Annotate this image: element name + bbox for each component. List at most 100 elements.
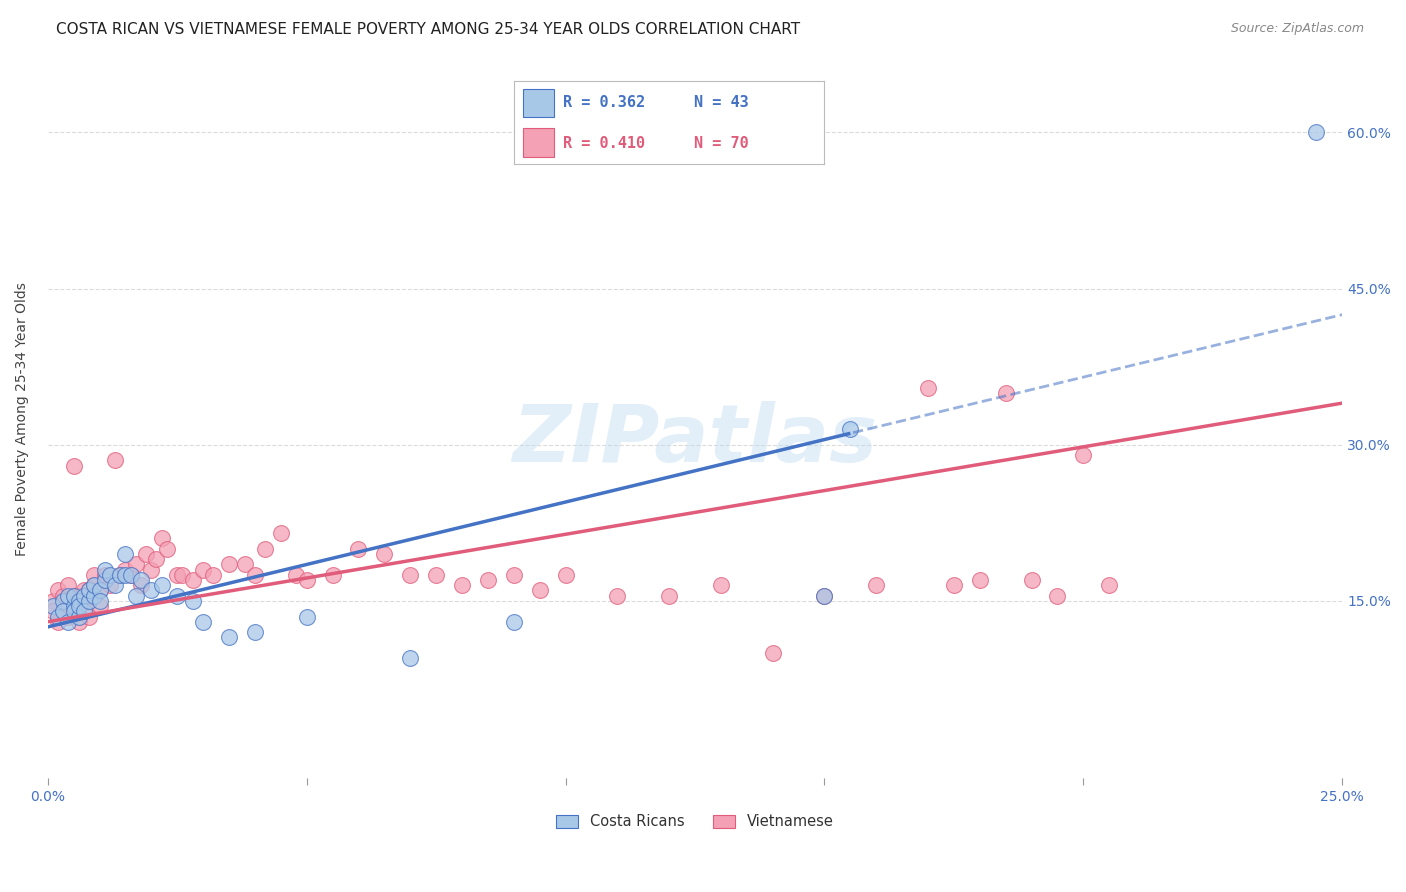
Point	[89, 583, 111, 598]
Point	[77, 583, 100, 598]
Point	[73, 594, 96, 608]
Point	[399, 567, 422, 582]
Point	[606, 589, 628, 603]
Point	[1046, 589, 1069, 603]
Point	[104, 453, 127, 467]
Point	[243, 567, 266, 582]
Legend: Costa Ricans, Vietnamese: Costa Ricans, Vietnamese	[550, 808, 839, 835]
Point	[67, 589, 90, 603]
Point	[125, 558, 148, 572]
Point	[93, 567, 115, 582]
Point	[917, 380, 939, 394]
Point	[942, 578, 965, 592]
Point	[166, 567, 188, 582]
Point	[243, 625, 266, 640]
Point	[865, 578, 887, 592]
Text: Source: ZipAtlas.com: Source: ZipAtlas.com	[1230, 22, 1364, 36]
Point	[89, 594, 111, 608]
Point	[114, 567, 136, 582]
Point	[77, 594, 100, 608]
Point	[114, 547, 136, 561]
Point	[218, 558, 240, 572]
Point	[150, 532, 173, 546]
Point	[191, 615, 214, 629]
Point	[62, 604, 84, 618]
Point	[42, 594, 65, 608]
Point	[83, 578, 105, 592]
Point	[104, 578, 127, 592]
Point	[839, 422, 862, 436]
Point	[233, 558, 256, 572]
Point	[1305, 126, 1327, 140]
Text: COSTA RICAN VS VIETNAMESE FEMALE POVERTY AMONG 25-34 YEAR OLDS CORRELATION CHART: COSTA RICAN VS VIETNAMESE FEMALE POVERTY…	[56, 22, 800, 37]
Point	[62, 599, 84, 614]
Point	[658, 589, 681, 603]
Point	[52, 589, 75, 603]
Point	[502, 567, 524, 582]
Point	[202, 567, 225, 582]
Point	[98, 578, 121, 592]
Point	[762, 646, 785, 660]
Point	[120, 567, 142, 582]
Point	[191, 563, 214, 577]
Point	[89, 599, 111, 614]
Point	[98, 567, 121, 582]
Point	[46, 615, 69, 629]
Point	[295, 573, 318, 587]
Point	[67, 615, 90, 629]
Point	[67, 594, 90, 608]
Point	[813, 589, 835, 603]
Point	[502, 615, 524, 629]
Point	[813, 589, 835, 603]
Point	[1073, 448, 1095, 462]
Point	[77, 609, 100, 624]
Point	[270, 526, 292, 541]
Point	[58, 609, 80, 624]
Point	[129, 573, 152, 587]
Point	[994, 385, 1017, 400]
Point	[62, 458, 84, 473]
Point	[42, 604, 65, 618]
Point	[156, 541, 179, 556]
Point	[172, 567, 194, 582]
Point	[1021, 573, 1043, 587]
Point	[93, 563, 115, 577]
Point	[373, 547, 395, 561]
Point	[969, 573, 991, 587]
Point	[52, 594, 75, 608]
Point	[166, 589, 188, 603]
Point	[135, 547, 157, 561]
Point	[285, 567, 308, 582]
Point	[73, 589, 96, 603]
Text: ZIPatlas: ZIPatlas	[513, 401, 877, 479]
Point	[141, 583, 163, 598]
Point	[145, 552, 167, 566]
Point	[125, 589, 148, 603]
Point	[93, 573, 115, 587]
Point	[52, 604, 75, 618]
Point	[62, 589, 84, 603]
Point	[554, 567, 576, 582]
Point	[62, 599, 84, 614]
Point	[73, 604, 96, 618]
Point	[425, 567, 447, 582]
Point	[477, 573, 499, 587]
Point	[110, 567, 132, 582]
Point	[141, 563, 163, 577]
Point	[1098, 578, 1121, 592]
Point	[120, 567, 142, 582]
Point	[89, 583, 111, 598]
Point	[399, 651, 422, 665]
Point	[218, 631, 240, 645]
Point	[181, 594, 204, 608]
Point	[83, 578, 105, 592]
Point	[322, 567, 344, 582]
Point	[451, 578, 474, 592]
Point	[62, 589, 84, 603]
Point	[58, 589, 80, 603]
Point	[181, 573, 204, 587]
Point	[254, 541, 277, 556]
Point	[46, 583, 69, 598]
Point	[347, 541, 370, 556]
Y-axis label: Female Poverty Among 25-34 Year Olds: Female Poverty Among 25-34 Year Olds	[15, 282, 30, 556]
